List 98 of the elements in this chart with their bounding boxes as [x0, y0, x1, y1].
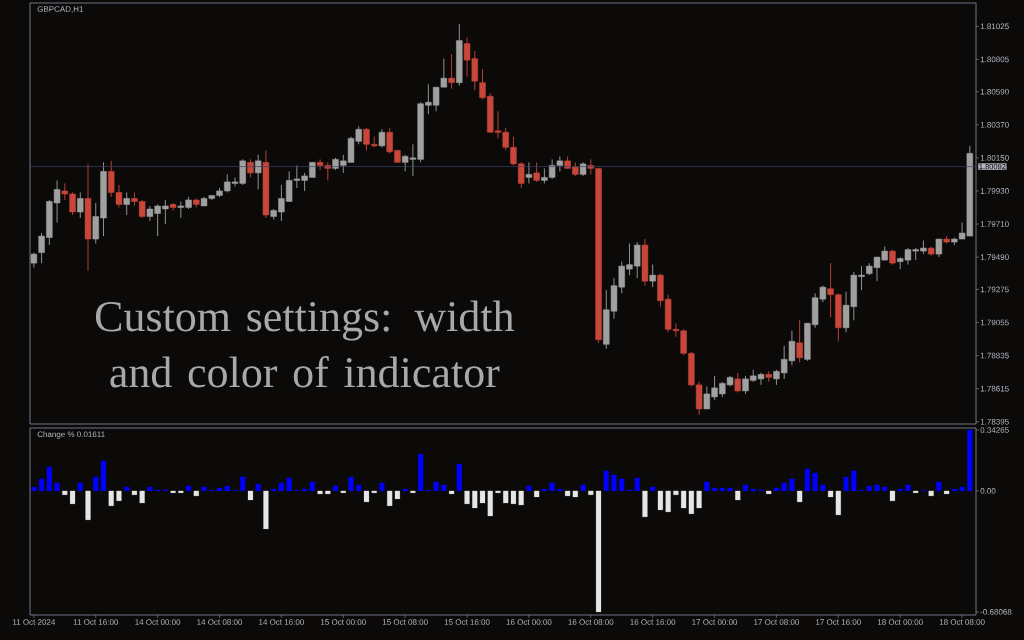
y-tick-label: 1.78395 [980, 418, 1009, 425]
bar [727, 487, 733, 492]
bar [379, 482, 385, 492]
x-tick-label: 15 Oct 08:00 [382, 619, 428, 625]
bar [348, 476, 354, 492]
bar [325, 490, 331, 495]
x-tick-label: 17 Oct 16:00 [816, 619, 861, 625]
bar [464, 490, 470, 505]
bar [356, 484, 362, 492]
bar [967, 429, 973, 492]
y-tick-label: 1.78615 [980, 385, 1009, 392]
bar [240, 476, 246, 492]
bar [247, 490, 254, 501]
y-tick-label: 0.34265 [980, 427, 1009, 433]
y-tick-label: 1.79710 [980, 221, 1009, 227]
x-tick-label: 18 Oct 08:00 [939, 619, 985, 625]
y-tick-label: 1.79490 [980, 254, 1009, 260]
candlestick [525, 161, 533, 184]
bar [580, 484, 586, 492]
bar [108, 490, 114, 506]
candlestick [378, 128, 386, 148]
x-tick-label: 14 Oct 08:00 [197, 619, 243, 625]
bar [201, 486, 207, 492]
bar [526, 485, 532, 492]
bar [657, 490, 663, 511]
y-tick-label: 1.79275 [980, 286, 1009, 293]
bar [696, 490, 702, 509]
bar [882, 486, 888, 492]
bar [441, 484, 447, 492]
x-tick-label: 17 Oct 00:00 [692, 619, 738, 625]
bar [789, 478, 795, 492]
bar [193, 490, 199, 497]
x-tick-label: 11 Oct 16:00 [73, 619, 119, 625]
bar [650, 486, 656, 492]
y-tick-label: 1.80805 [980, 56, 1009, 63]
bar [456, 463, 462, 492]
x-tick-label: 16 Oct 08:00 [568, 619, 614, 625]
x-tick-label: 14 Oct 00:00 [135, 619, 181, 625]
x-tick-label: 15 Oct 16:00 [444, 619, 490, 625]
bar [332, 485, 339, 492]
annotation: Custom settings: width and color of indicator [95, 300, 515, 388]
bar [124, 486, 130, 492]
bar [936, 481, 942, 492]
chart-title: Change % 0.01611 [37, 431, 105, 439]
bar [874, 484, 880, 492]
bar [116, 490, 122, 501]
y-tick-label: -0.68068 [980, 609, 1012, 615]
bar [317, 490, 323, 495]
bar [820, 484, 826, 492]
bar [797, 490, 803, 503]
bar [77, 482, 83, 492]
y-tick-label: 1.78835 [980, 352, 1009, 359]
y-tick-label: 1.81025 [980, 23, 1009, 30]
bar [843, 476, 849, 492]
bar [131, 490, 137, 495]
x-tick-label: 16 Oct 16:00 [630, 619, 676, 625]
x-tick-label: 18 Oct 00:00 [877, 619, 923, 625]
x-tick-label: 11 Oct 2024 [12, 619, 56, 625]
bar [448, 490, 455, 495]
bar [735, 490, 741, 501]
x-tick-label: 15 Oct 00:00 [320, 619, 366, 625]
y-tick-label: 1.80370 [980, 121, 1009, 128]
x-tick-label: 17 Oct 08:00 [754, 619, 800, 625]
y-tick-label: 1.79930 [980, 188, 1009, 194]
candlestick [247, 158, 254, 178]
bar [959, 486, 965, 492]
bar [85, 490, 91, 520]
y-tick-label: 1.80150 [980, 155, 1009, 161]
bar [147, 486, 153, 492]
bar [433, 481, 439, 492]
candlestick [935, 238, 943, 258]
candlestick [448, 53, 455, 90]
candlestick [123, 192, 130, 216]
bar [766, 490, 772, 495]
bar [603, 470, 609, 492]
bar [928, 490, 934, 497]
candlestick [77, 192, 84, 219]
bar [611, 474, 617, 492]
bar [263, 490, 269, 530]
candlestick [533, 161, 540, 183]
bar [804, 468, 810, 492]
bar [944, 490, 950, 495]
bar [255, 483, 261, 492]
y-tick-label: 1.80590 [980, 88, 1009, 95]
bar [534, 490, 540, 498]
bar [54, 482, 60, 492]
bar [642, 490, 648, 517]
candlestick [255, 154, 262, 190]
bar [905, 484, 911, 492]
chart-title: GBPCAD,H1 [37, 6, 84, 13]
x-tick-label: 16 Oct 00:00 [506, 619, 552, 625]
x-tick-label: 14 Oct 16:00 [259, 619, 304, 625]
bar [186, 485, 192, 492]
candlestick [796, 319, 803, 363]
y-tick-label: 0.00 [980, 488, 996, 494]
y-tick-label: 1.79055 [980, 319, 1009, 326]
candlestick [649, 264, 656, 288]
bar [889, 490, 896, 501]
